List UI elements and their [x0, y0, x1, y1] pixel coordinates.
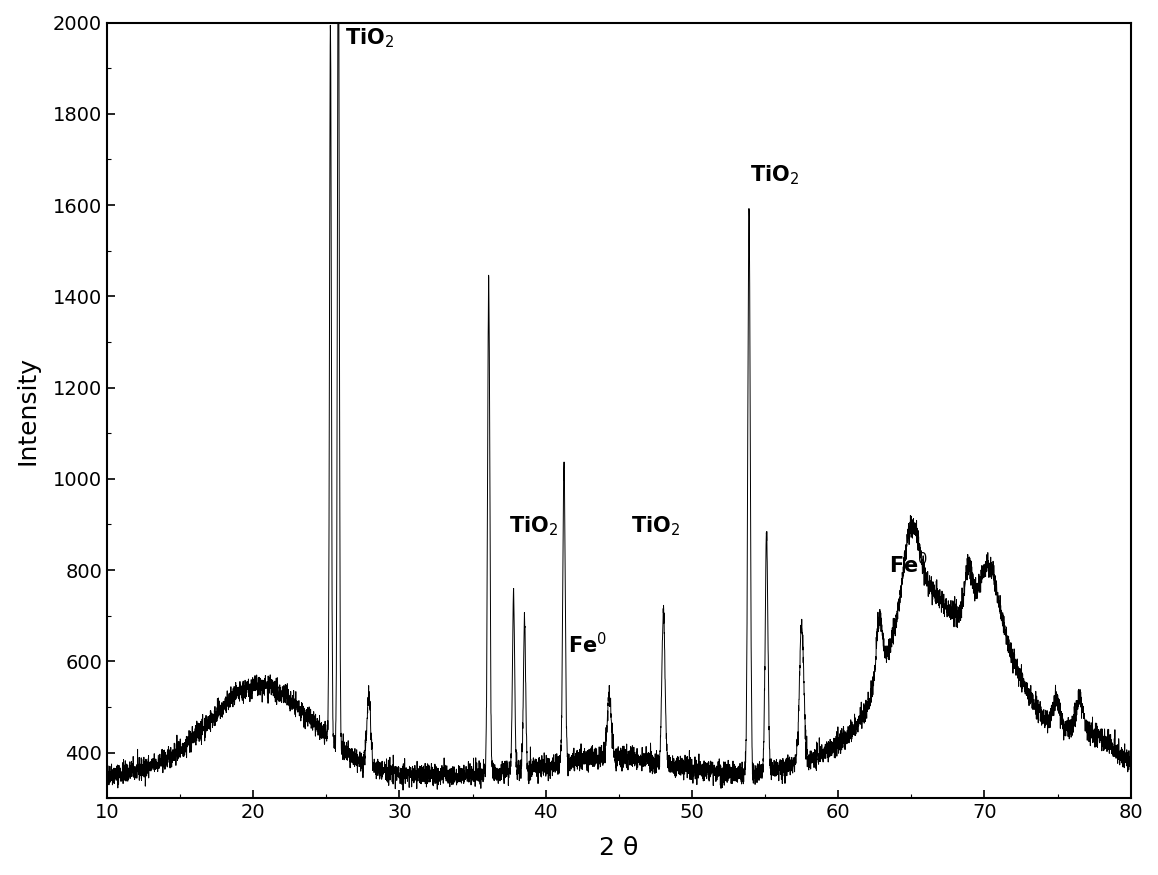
Text: Fe$^0$: Fe$^0$ [567, 632, 607, 657]
Text: TiO$_2$: TiO$_2$ [750, 163, 800, 186]
Text: TiO$_2$: TiO$_2$ [510, 514, 558, 538]
Y-axis label: Intensity: Intensity [15, 356, 39, 465]
Text: Fe$^0$: Fe$^0$ [889, 552, 929, 577]
Text: TiO$_2$: TiO$_2$ [631, 514, 680, 538]
Text: TiO$_2$: TiO$_2$ [345, 26, 395, 50]
X-axis label: 2 θ: 2 θ [599, 836, 638, 860]
